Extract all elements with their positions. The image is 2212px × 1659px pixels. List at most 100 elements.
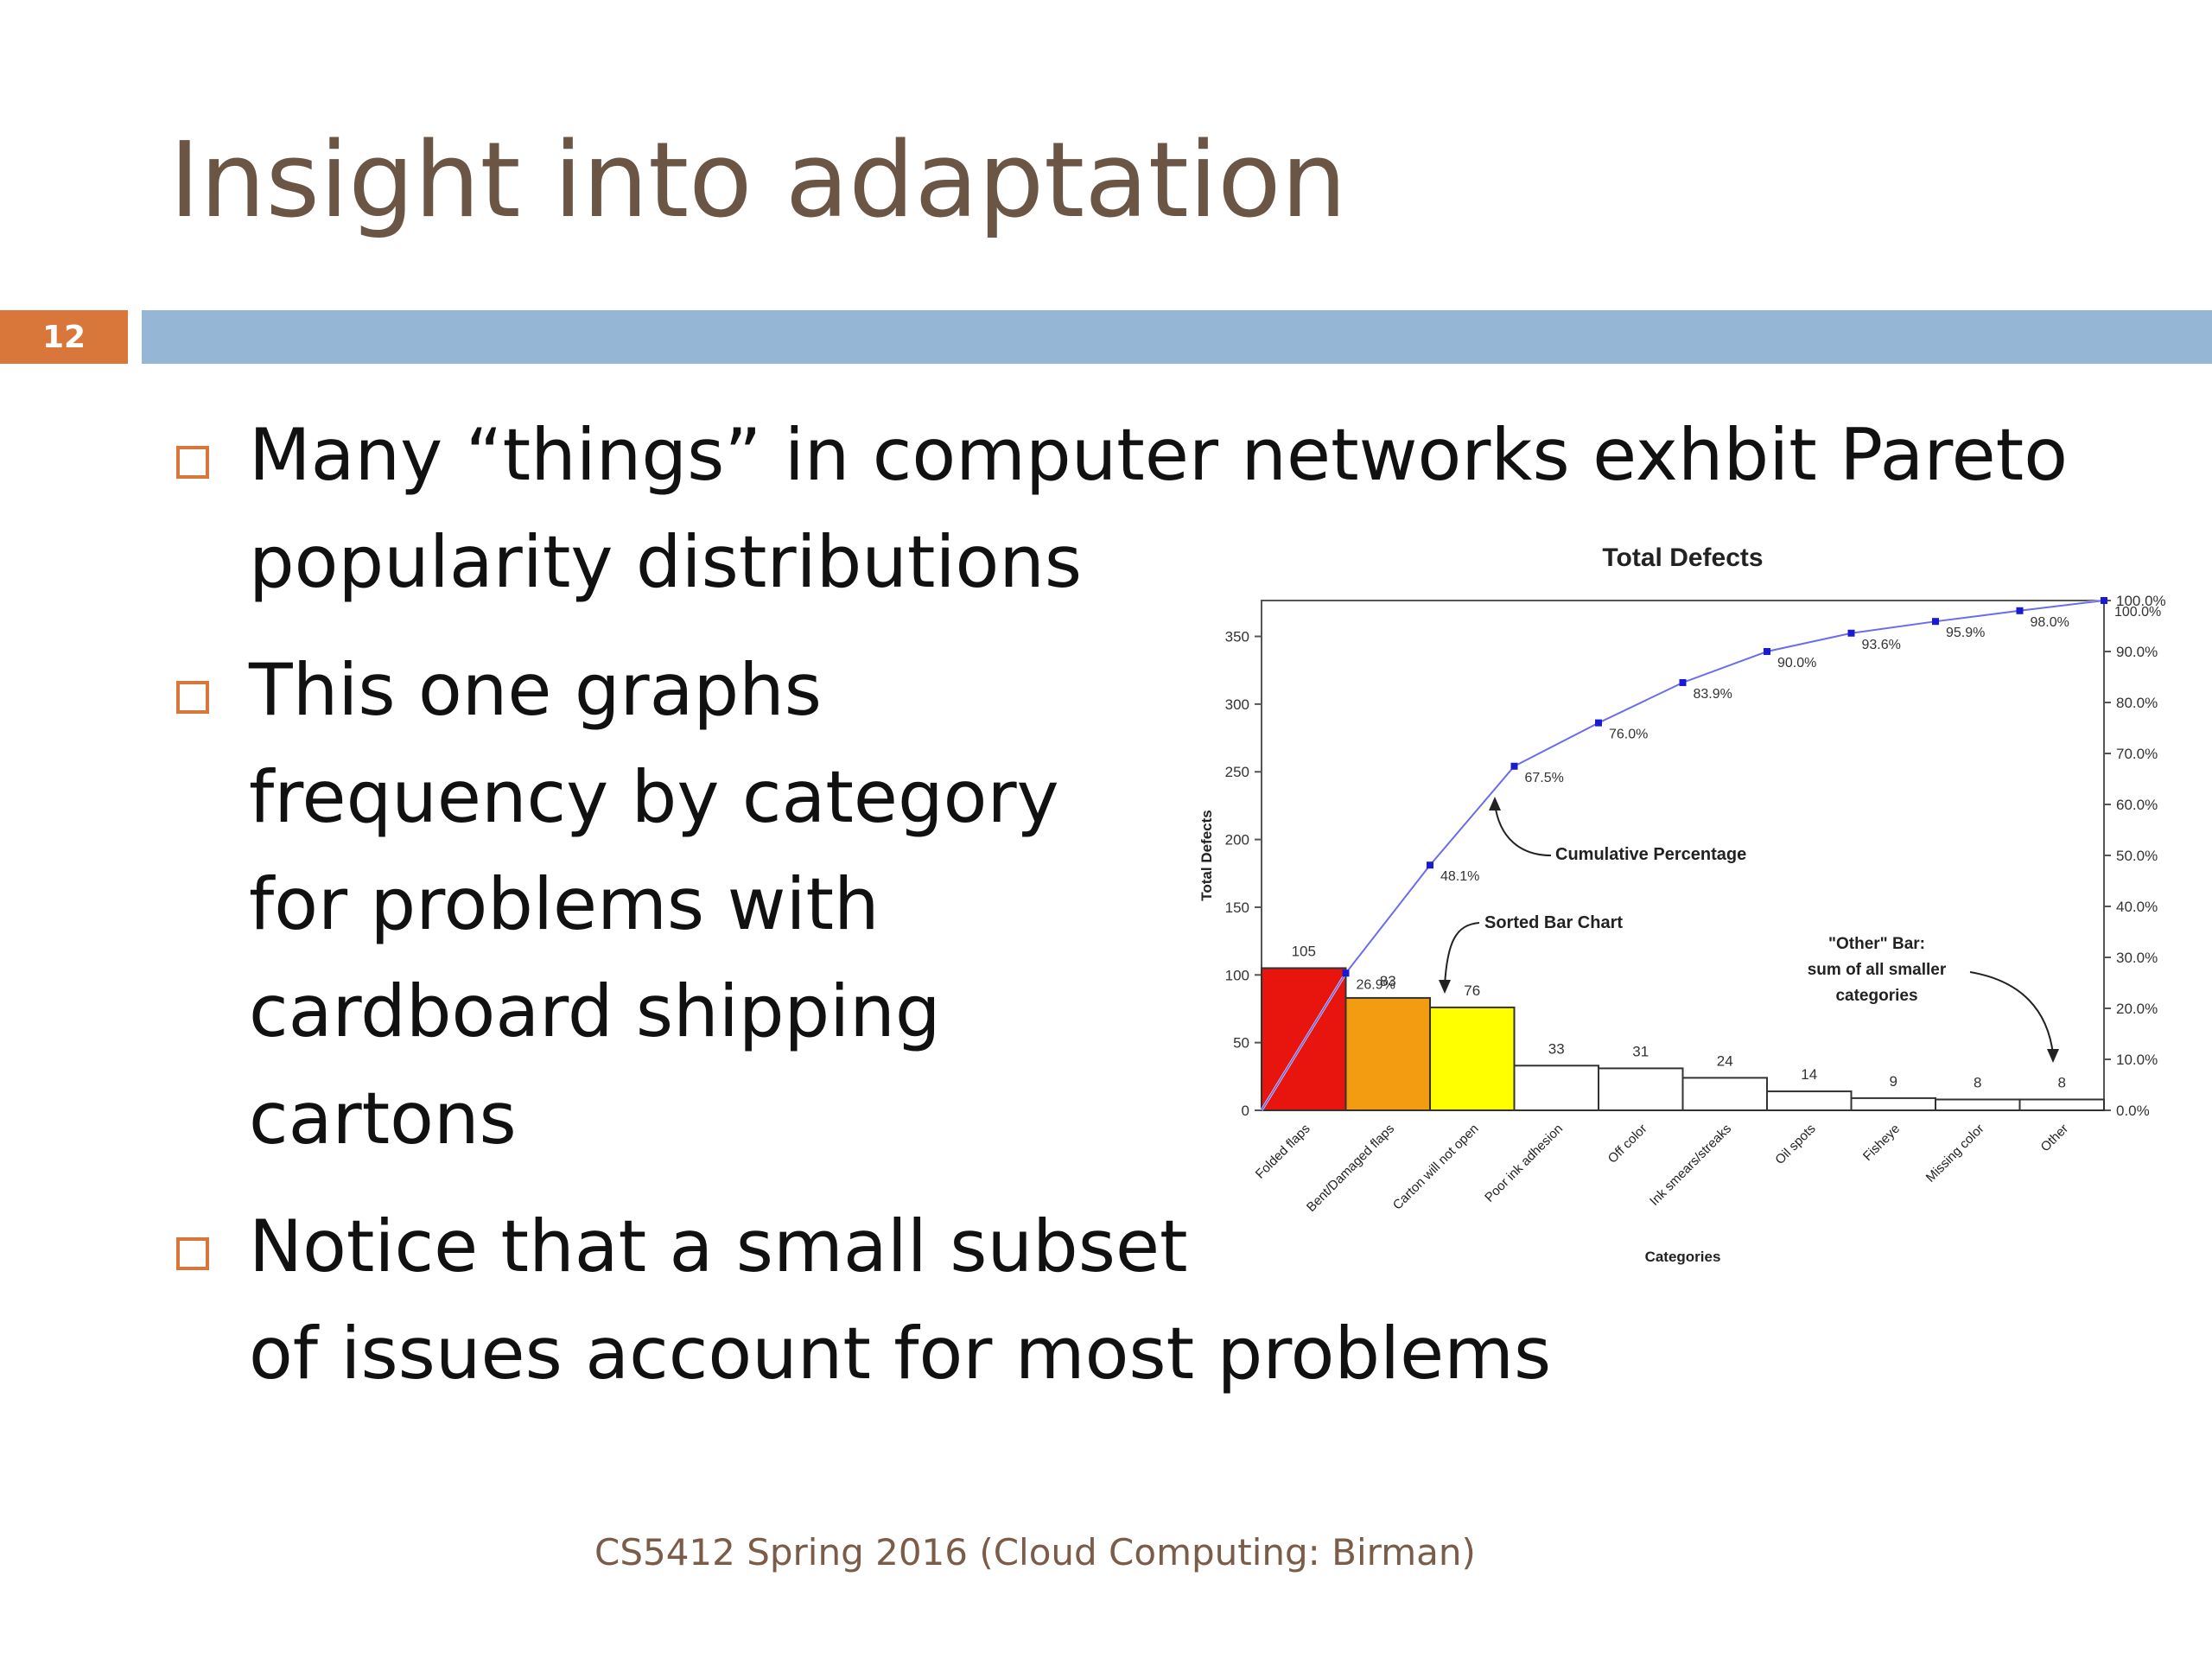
- slide-number: 12: [0, 310, 128, 364]
- annotation-other: categories: [1835, 987, 1917, 1005]
- bullet-line: This one graphs: [249, 648, 823, 732]
- cumulative-label: 76.0%: [1609, 728, 1648, 742]
- y2-tick-label: 70.0%: [2116, 746, 2158, 762]
- cumulative-marker: [2016, 607, 2024, 614]
- category-label: Bent/Damaged flaps: [1304, 1122, 1397, 1215]
- bar-value-label: 76: [1464, 982, 1480, 999]
- cumulative-label: 83.9%: [1694, 687, 1732, 702]
- bullet-line: popularity distributions: [249, 520, 1083, 604]
- annotation-arrowhead: [1489, 797, 1501, 810]
- y2-tick-label: 50.0%: [2116, 848, 2158, 864]
- bar-value-label: 33: [1548, 1040, 1565, 1057]
- cumulative-marker: [1932, 618, 1939, 626]
- cumulative-label: 26.9%: [1357, 977, 1395, 992]
- y2-tick-label: 30.0%: [2116, 950, 2158, 966]
- y-tick-label: 300: [1225, 696, 1249, 713]
- bar-value-label: 31: [1632, 1043, 1649, 1059]
- annotation-arrow: [1969, 971, 2054, 1055]
- y-tick-label: 350: [1225, 629, 1249, 645]
- bullet-square-icon: [176, 1237, 209, 1270]
- y-tick-label: 0: [1242, 1103, 1249, 1119]
- annotation-other: "Other" Bar:: [1828, 935, 1925, 953]
- cumulative-marker: [1595, 719, 1602, 727]
- slide-title: Insight into adaptation: [169, 121, 1347, 241]
- category-label: Folded flaps: [1253, 1122, 1313, 1182]
- bar-value-label: 105: [1292, 943, 1316, 959]
- annotation-sorted: Sorted Bar Chart: [1484, 913, 1623, 932]
- footer-text: CS5412 Spring 2016 (Cloud Computing: Bir…: [594, 1531, 1476, 1573]
- bullet-text-1: Many “things” in computer networks exhbi…: [249, 402, 2068, 616]
- bar-value-label: 14: [1801, 1066, 1817, 1083]
- category-label: Carton will not open: [1390, 1122, 1482, 1213]
- annotation-cumulative: Cumulative Percentage: [1555, 845, 1746, 864]
- y-tick-label: 250: [1225, 764, 1249, 780]
- cumulative-label: 100.0%: [2114, 605, 2161, 620]
- y-tick-label: 50: [1233, 1035, 1249, 1052]
- y2-tick-label: 10.0%: [2116, 1052, 2158, 1068]
- annotation-other: sum of all smaller: [1808, 961, 1947, 979]
- y2-tick-label: 0.0%: [2116, 1103, 2150, 1119]
- chart-title: Total Defects: [1602, 543, 1763, 572]
- y2-tick-label: 60.0%: [2116, 797, 2158, 813]
- category-label: Poor ink adhesion: [1482, 1122, 1566, 1205]
- category-label: Ink smears/streaks: [1647, 1122, 1734, 1209]
- y2-tick-label: 100.0%: [2116, 593, 2166, 609]
- category-label: Fisheye: [1860, 1122, 1903, 1164]
- bar: [1850, 1096, 1936, 1112]
- cumulative-label: 48.1%: [1440, 869, 1479, 884]
- cumulative-marker: [1764, 648, 1770, 655]
- title-divider-bar: [142, 310, 2212, 364]
- bar: [1766, 1090, 1853, 1112]
- category-label: Other: [2038, 1122, 2072, 1155]
- y-tick-label: 100: [1225, 967, 1249, 983]
- bar-value-label: 83: [1380, 973, 1396, 989]
- bullet-line: Notice that a small subset: [249, 1205, 1188, 1288]
- bar: [1344, 996, 1431, 1111]
- annotation-arrow: [1444, 922, 1480, 986]
- pareto-chart: Total Defects 0 50 100 150 200 250 300 350 0.0% 10…: [1198, 543, 2166, 1265]
- cumulative-label: 90.0%: [1777, 656, 1816, 671]
- category-label: Oil spots: [1772, 1122, 1818, 1167]
- bar-value-label: 24: [1717, 1052, 1733, 1069]
- cumulative-marker: [1510, 762, 1518, 770]
- cumulative-label: 95.9%: [1946, 626, 1985, 640]
- bar-value-label: 9: [1890, 1073, 1897, 1090]
- annotation-arrow: [1494, 803, 1552, 856]
- cumulative-label: 98.0%: [2031, 615, 2069, 630]
- bar-value-label: 8: [1974, 1074, 1981, 1090]
- cumulative-marker: [1679, 678, 1687, 686]
- bullet-line: frequency by category: [249, 755, 1059, 839]
- cumulative-marker: [1847, 629, 1855, 637]
- bar: [1681, 1077, 1768, 1112]
- annotation-arrowhead: [1439, 980, 1451, 994]
- y2-tick-label: 20.0%: [2116, 1001, 2158, 1017]
- bar: [1429, 1006, 1516, 1112]
- y2-tick-label: 80.0%: [2116, 695, 2158, 711]
- cumulative-label: 67.5%: [1525, 771, 1564, 785]
- bullet-square-icon: [176, 681, 209, 714]
- cumulative-label: 93.6%: [1862, 638, 1901, 652]
- bar: [1598, 1067, 1684, 1111]
- y-tick-label: 200: [1225, 832, 1249, 849]
- cumulative-marker: [2101, 597, 2107, 604]
- bar-value-label: 8: [2058, 1074, 2066, 1090]
- bullet-line: of issues account for most problems: [249, 1312, 1552, 1395]
- y2-tick-label: 90.0%: [2116, 644, 2158, 660]
- bullet-square-icon: [176, 446, 209, 479]
- annotation-arrowhead: [2047, 1049, 2059, 1063]
- bar: [2018, 1098, 2105, 1112]
- cumulative-marker: [1342, 969, 1350, 977]
- bullet-text-2: This one graphs frequency by category fo…: [249, 637, 1059, 1173]
- y-tick-label: 150: [1225, 899, 1249, 916]
- bar: [1513, 1065, 1599, 1112]
- bar: [1935, 1098, 2021, 1112]
- bullet-line: cartons: [249, 1077, 517, 1160]
- category-label: Off color: [1605, 1122, 1650, 1166]
- y2-tick-label: 40.0%: [2116, 899, 2158, 915]
- x-axis-label: Categories: [1645, 1249, 1721, 1265]
- y-axis-label: Total Defects: [1198, 810, 1215, 901]
- bullet-line: cardboard shipping: [249, 969, 941, 1053]
- bullet-line: Many “things” in computer networks exhbi…: [249, 413, 2068, 497]
- cumulative-marker: [1427, 861, 1433, 869]
- category-label: Missing color: [1923, 1122, 1987, 1185]
